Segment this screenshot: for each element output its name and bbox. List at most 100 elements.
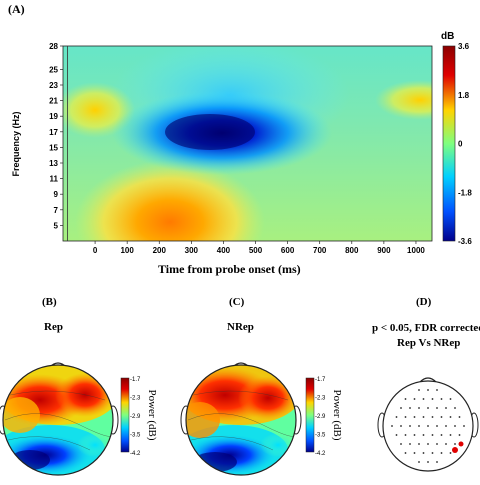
electrode	[404, 434, 407, 436]
topo-colorbar-tick-label: -2.3	[315, 396, 326, 402]
colorbar-tick-label: 0	[458, 140, 463, 149]
electrode	[413, 398, 416, 400]
electrode	[445, 425, 447, 427]
electrode	[445, 407, 447, 409]
electrode	[440, 452, 443, 454]
electrode	[431, 434, 434, 436]
electrode	[449, 452, 452, 454]
electrode	[404, 452, 407, 454]
electrode	[418, 425, 420, 427]
panel-d-title-line1: p < 0.05, FDR corrected	[372, 322, 480, 334]
colorbar-tick-label: -3.6	[458, 237, 472, 246]
electrode	[440, 434, 443, 436]
electrode	[427, 443, 429, 445]
topo-colorbar-tick-label: -4.2	[130, 451, 141, 457]
heatmap-yellow-low-freq-region	[75, 160, 265, 241]
y-tick-label: 7	[54, 206, 59, 215]
x-tick-label: 500	[249, 246, 263, 255]
electrode	[440, 398, 443, 400]
heatmap-yellow-right-region	[375, 80, 432, 120]
x-tick-label: 200	[153, 246, 167, 255]
heatmap-panel: 5 7 9 11 13 15 17 19 21 23 25 28 0 100 200 300 400 500 60…	[49, 42, 433, 255]
topo-colorbar-tick-label: -2.3	[130, 396, 141, 402]
electrode	[413, 434, 416, 436]
x-tick-label: 700	[313, 246, 327, 255]
electrode	[436, 389, 438, 391]
electrode	[395, 434, 398, 436]
electrode	[436, 425, 438, 427]
heatmap-y-ticks: 5 7 9 11 13 15 17 19 21 23 25 28	[49, 42, 63, 230]
topo-rep-colorbar: -1.7 -2.3 -2.9 -3.5 -4.2 Power (dB)	[120, 377, 158, 457]
electrode	[400, 425, 402, 427]
y-tick-label: 19	[49, 112, 58, 121]
electrode	[427, 425, 429, 427]
electrode	[436, 407, 438, 409]
topo-colorbar-tick-label: -1.7	[315, 377, 326, 383]
electrode	[436, 461, 438, 463]
y-tick-label: 17	[49, 128, 58, 137]
electrode	[413, 452, 416, 454]
electrode	[422, 416, 425, 418]
panel-c-title: NRep	[227, 321, 254, 333]
topoplot-nrep	[180, 362, 302, 476]
electrode	[400, 443, 402, 445]
electrode	[422, 398, 425, 400]
panel-d-title-line2: Rep Vs NRep	[397, 337, 461, 349]
panel-b-title: Rep	[44, 321, 63, 333]
electrode	[409, 407, 411, 409]
x-tick-label: 300	[185, 246, 199, 255]
panel-a-label: (A)	[8, 2, 25, 16]
electrode	[395, 416, 398, 418]
heatmap-colorbar: 3.6 1.8 0 -1.8 -3.6	[442, 42, 472, 246]
electrode	[418, 461, 420, 463]
electrode	[431, 452, 434, 454]
heatmap-x-axis-label: Time from probe onset (ms)	[158, 262, 301, 276]
electrode	[431, 416, 434, 418]
heatmap-image	[63, 46, 432, 241]
electrode	[404, 398, 407, 400]
electrode	[449, 434, 452, 436]
electrode	[463, 425, 465, 427]
topo-rep-colorbar-label: Power (dB)	[146, 389, 158, 440]
y-tick-label: 28	[49, 42, 58, 51]
head-outline	[2, 364, 114, 476]
electrode	[413, 416, 416, 418]
significant-electrode	[458, 441, 464, 447]
x-tick-label: 100	[120, 246, 134, 255]
electrode	[445, 443, 447, 445]
heatmap-x-ticks: 0 100 200 300 400 500 600 700 800 900 1000	[93, 241, 425, 255]
electrode	[422, 452, 425, 454]
topo-colorbar-tick-label: -3.5	[130, 433, 141, 439]
topo-colorbar-tick-label: -3.5	[315, 433, 326, 439]
electrode	[449, 398, 452, 400]
electrode	[391, 425, 393, 427]
electrode	[427, 389, 429, 391]
electrode	[427, 407, 429, 409]
topo-colorbar-tick-label: -1.7	[130, 377, 141, 383]
electrode	[404, 416, 407, 418]
heatmap-colorbar-unit: dB	[441, 31, 455, 42]
electrode	[458, 434, 461, 436]
colorbar-tick-label: 3.6	[458, 42, 470, 51]
electrode	[418, 407, 420, 409]
y-tick-label: 15	[49, 143, 58, 152]
y-tick-label: 9	[54, 190, 59, 199]
y-tick-label: 5	[54, 221, 59, 230]
x-tick-label: 900	[377, 246, 391, 255]
x-tick-label: 800	[345, 246, 359, 255]
topo-nrep-colorbar: -1.7 -2.3 -2.9 -3.5 -4.2 Power (dB)	[305, 377, 343, 457]
electrode	[454, 425, 456, 427]
topo-colorbar-tick-label: -4.2	[315, 451, 326, 457]
panel-b-label: (B)	[42, 296, 57, 308]
topoplot-rep	[0, 362, 119, 476]
electrode	[440, 416, 443, 418]
electrode	[431, 398, 434, 400]
panel-d-label: (D)	[416, 296, 432, 308]
panel-c-label: (C)	[229, 296, 245, 308]
electrode	[427, 461, 429, 463]
significant-electrode	[452, 447, 458, 453]
y-tick-label: 21	[49, 97, 58, 106]
x-tick-label: 0	[93, 246, 98, 255]
heatmap-y-axis-label: Frequency (Hz)	[11, 111, 21, 177]
